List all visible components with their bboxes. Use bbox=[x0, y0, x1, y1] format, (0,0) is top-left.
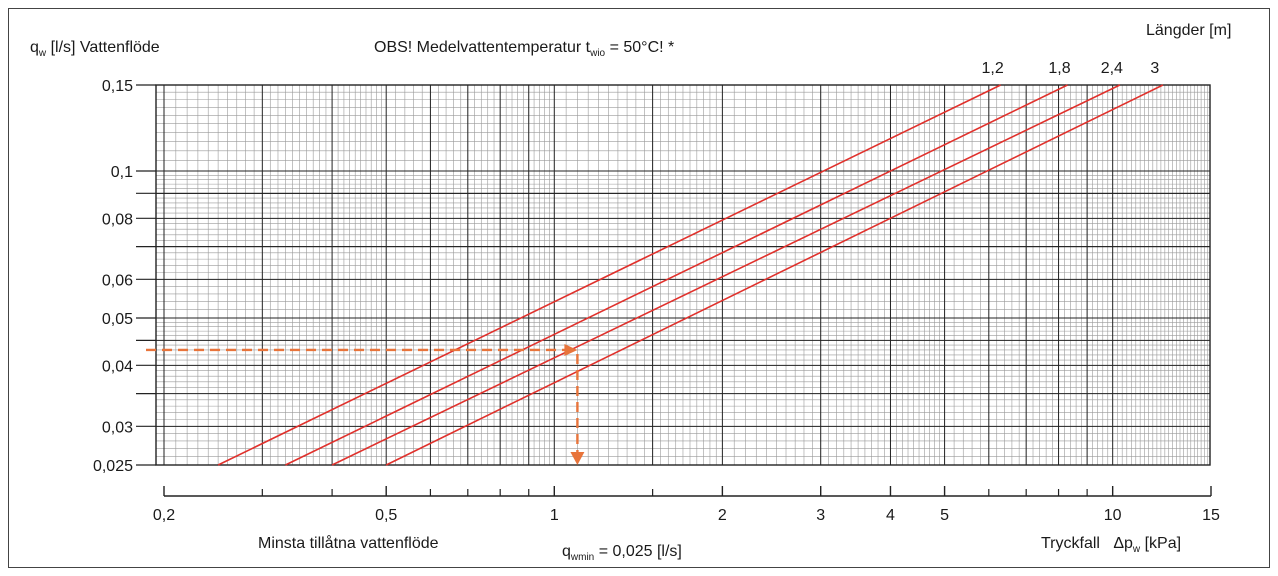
series-line-1-8 bbox=[285, 84, 1068, 466]
example-reading bbox=[146, 343, 585, 465]
x-axis-label: Tryckfall Δpw [kPa] bbox=[1041, 535, 1182, 555]
temperature-note: OBS! Medelvattentemperatur twio = 50°C! … bbox=[374, 39, 675, 59]
min-flow-label: Minsta tillåtna vattenflöde bbox=[258, 535, 439, 552]
y-tick-label: 0,03 bbox=[102, 419, 133, 436]
series-line-1-2 bbox=[217, 84, 1001, 466]
series-line-3 bbox=[385, 84, 1164, 466]
x-tick-label: 15 bbox=[1202, 507, 1220, 524]
x-tick-label: 4 bbox=[886, 507, 895, 524]
example-arrow-head-down bbox=[570, 452, 585, 465]
series-label: 3 bbox=[1150, 60, 1159, 77]
x-tick-label: 10 bbox=[1104, 507, 1122, 524]
y-tick-label: 0,025 bbox=[93, 458, 133, 475]
x-tick-label: 0,2 bbox=[153, 507, 175, 524]
series-label: 1,2 bbox=[982, 60, 1004, 77]
y-tick-label: 0,05 bbox=[102, 311, 133, 328]
y-tick-label: 0,04 bbox=[102, 358, 133, 375]
x-tick-label: 1 bbox=[550, 507, 559, 524]
chart-axes: 0,15 0,1 0,08 0,06 0,05 0,04 0,03 0,025 0,2 0,5 1 2… bbox=[93, 78, 1220, 524]
x-tick-label: 3 bbox=[816, 507, 825, 524]
x-tick-label: 2 bbox=[718, 507, 727, 524]
chart-frame: 0,15 0,1 0,08 0,06 0,05 0,04 0,03 0,025 0,2 0,5 1 2… bbox=[8, 8, 1270, 568]
series-label: 2,4 bbox=[1101, 60, 1123, 77]
plot-border bbox=[155, 84, 1211, 466]
y-tick-label: 0,08 bbox=[102, 211, 133, 228]
example-arrow-head-right bbox=[564, 343, 578, 356]
qwmin-label: qwmin = 0,025 [l/s] bbox=[562, 543, 682, 563]
series-label: 1,8 bbox=[1048, 60, 1070, 77]
chart-grid bbox=[155, 84, 1211, 466]
y-axis-label: qw [l/s] Vattenflöde bbox=[30, 39, 160, 59]
y-tick-label: 0,06 bbox=[102, 272, 133, 289]
x-tick-label: 0,5 bbox=[375, 507, 397, 524]
y-tick-label: 0,15 bbox=[102, 78, 133, 95]
chart-plot: 0,15 0,1 0,08 0,06 0,05 0,04 0,03 0,025 0,2 0,5 1 2… bbox=[93, 60, 1220, 524]
series-line-2-4 bbox=[331, 84, 1121, 466]
x-tick-label: 5 bbox=[940, 507, 949, 524]
chart-series: 1,2 1,8 2,4 3 bbox=[217, 60, 1164, 466]
lengths-title: Längder [m] bbox=[1146, 22, 1232, 39]
y-tick-label: 0,1 bbox=[111, 164, 133, 181]
